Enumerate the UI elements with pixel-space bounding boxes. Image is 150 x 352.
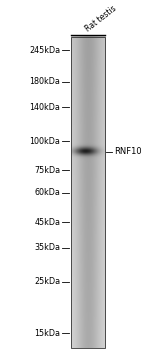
Bar bbox=[70, 37, 105, 348]
Text: 245kDa: 245kDa bbox=[29, 46, 60, 55]
Text: 75kDa: 75kDa bbox=[34, 166, 60, 175]
Text: 180kDa: 180kDa bbox=[29, 77, 60, 86]
Text: Rat testis: Rat testis bbox=[84, 4, 118, 33]
Text: 15kDa: 15kDa bbox=[34, 329, 60, 338]
Text: 45kDa: 45kDa bbox=[34, 218, 60, 227]
Text: 140kDa: 140kDa bbox=[29, 102, 60, 112]
Text: 60kDa: 60kDa bbox=[34, 188, 60, 197]
Text: 35kDa: 35kDa bbox=[34, 243, 60, 252]
Text: 25kDa: 25kDa bbox=[34, 277, 60, 286]
Text: 100kDa: 100kDa bbox=[29, 137, 60, 146]
Text: RNF10: RNF10 bbox=[114, 147, 141, 156]
